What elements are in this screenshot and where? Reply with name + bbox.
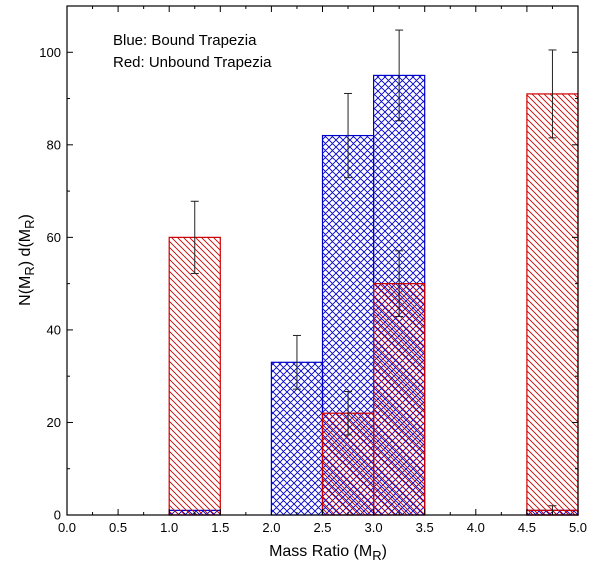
- x-tick-label: 3.5: [416, 520, 434, 535]
- bar-series1-bin3: [526, 93, 579, 516]
- x-tick-label: 3.0: [365, 520, 383, 535]
- y-tick-label: 80: [47, 137, 61, 152]
- bar-series1-bin0: [168, 236, 221, 516]
- x-tick-label: 1.0: [160, 520, 178, 535]
- x-tick-label: 2.0: [262, 520, 280, 535]
- errorbars-layer: [190, 29, 557, 516]
- x-axis-title: Mass Ratio (MR): [269, 543, 387, 563]
- legend-line-unbound: Red: Unbound Trapezia: [113, 54, 272, 71]
- x-tick-label: 4.5: [518, 520, 536, 535]
- x-tick-label: 0.0: [58, 520, 76, 535]
- x-tick-label: 2.5: [313, 520, 331, 535]
- y-axis-title: N(MR) d(MR): [17, 214, 37, 306]
- bars-layer: [168, 74, 579, 516]
- bar-series1-bin2: [373, 283, 426, 516]
- error-bar-series0-bin1: [292, 334, 301, 390]
- x-tick-label: 4.0: [467, 520, 485, 535]
- y-tick-label: 0: [54, 508, 61, 523]
- y-tick-label: 100: [39, 45, 61, 60]
- error-bar-series0-bin2: [344, 92, 353, 179]
- x-axis-ticks: 0.0 0.5 1.0 1.5 2.0 2.5 3.0 3.5 4.0 4.5 5.0: [58, 6, 587, 535]
- y-tick-label: 60: [47, 230, 61, 245]
- error-bar-series1-bin0: [190, 200, 199, 274]
- error-bar-series1-bin1: [344, 390, 353, 436]
- legend-line-bound: Blue: Bound Trapezia: [113, 32, 257, 49]
- error-bar-series0-bin3: [395, 29, 404, 122]
- legend: Blue: Bound Trapezia Red: Unbound Trapez…: [113, 32, 272, 71]
- x-tick-label: 5.0: [569, 520, 587, 535]
- error-bar-series1-bin3: [548, 49, 557, 139]
- y-axis-ticks: 0 20 40 60 80 100: [39, 5, 578, 523]
- y-tick-label: 20: [47, 415, 61, 430]
- x-tick-label: 1.5: [211, 520, 229, 535]
- x-tick-label: 0.5: [109, 520, 127, 535]
- error-bar-series1-bin2: [395, 250, 404, 317]
- y-tick-label: 40: [47, 322, 61, 337]
